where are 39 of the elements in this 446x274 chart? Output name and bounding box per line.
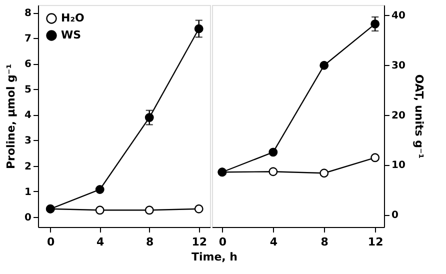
x-tick-label: 4	[96, 236, 105, 248]
y-tick-label: 8	[24, 8, 32, 20]
x-tick-label: 8	[320, 236, 328, 248]
y-tick-label: 3	[24, 136, 32, 147]
point	[320, 168, 329, 178]
legend-label: H₂O	[61, 12, 84, 24]
y2-tick-label: 10	[392, 160, 406, 172]
x-tick-label: 0	[47, 236, 56, 248]
y2-tick-label: 30	[392, 60, 406, 72]
y2-tick-label: 20	[392, 110, 406, 122]
point	[144, 206, 154, 215]
y-tick-label: 5	[24, 84, 32, 96]
x-tick-label: 12	[368, 236, 384, 248]
point	[370, 153, 380, 162]
point	[95, 185, 104, 194]
x-tick-label: 8	[146, 236, 154, 248]
y-tick-label: 0	[24, 212, 32, 224]
point	[95, 206, 104, 215]
y2-tick-label: 40	[392, 10, 406, 22]
y-tick-label: 7	[24, 34, 32, 45]
point	[194, 24, 204, 34]
point	[370, 19, 380, 28]
x-axis-title: Time, h	[191, 250, 238, 264]
x-tick-label: 4	[270, 236, 278, 248]
point	[268, 167, 278, 176]
x-tick-label: 0	[218, 236, 227, 248]
y2-axis-title: OAT, units g⁻¹	[412, 74, 426, 159]
point	[268, 148, 278, 157]
x-tick-label: 12	[192, 236, 208, 248]
y-axis-title: Proline, μmol g⁻¹	[4, 64, 18, 170]
legend-label: WS	[61, 28, 82, 42]
point	[144, 113, 154, 122]
y-tick-label: 1	[24, 186, 32, 198]
point	[320, 60, 329, 70]
y-tick-label: 2	[24, 161, 32, 172]
y-tick-label: 6	[24, 59, 32, 70]
y-tick-label: 4	[24, 110, 32, 122]
point	[194, 204, 204, 214]
y2-tick-label: 0	[392, 210, 398, 222]
